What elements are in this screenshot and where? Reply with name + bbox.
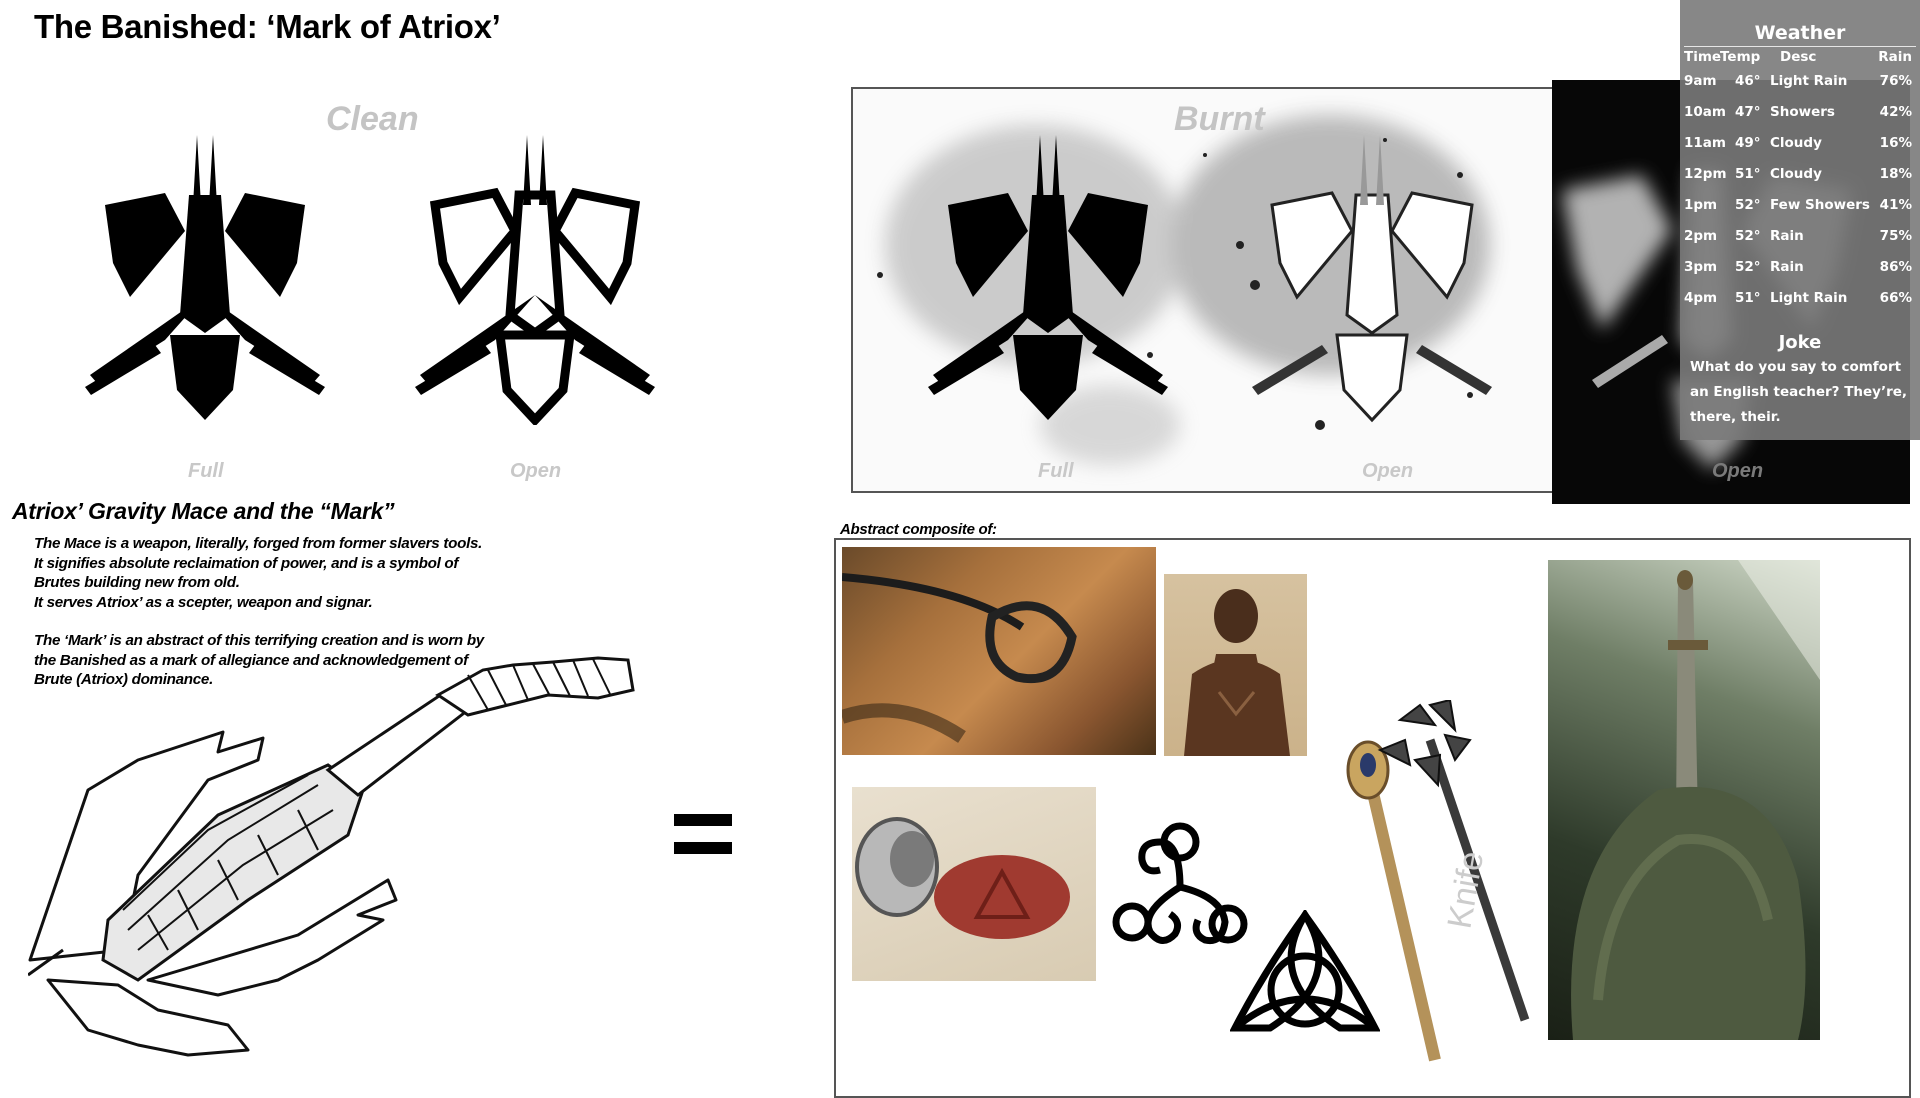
row-time: 2pm <box>1684 228 1718 244</box>
row-temp: 52° <box>1735 197 1761 213</box>
mace-description-line: It signifies absolute reclaimation of po… <box>34 554 459 592</box>
row-time: 3pm <box>1684 259 1718 275</box>
row-time: 9am <box>1684 73 1717 89</box>
row-desc: Rain <box>1770 228 1804 244</box>
burnt-mark-full-icon <box>928 135 1168 420</box>
row-desc: Light Rain <box>1770 73 1848 89</box>
row-desc: Light Rain <box>1770 290 1848 306</box>
weather-header-row: Time Temp Desc Rain <box>1680 49 1920 67</box>
row-time: 4pm <box>1684 290 1718 306</box>
clean-heading: Clean <box>326 100 419 138</box>
weather-row: 12pm 51° Cloudy 18% <box>1680 160 1920 191</box>
header-rain: Rain <box>1878 49 1912 65</box>
row-desc: Rain <box>1770 259 1804 275</box>
burnt-full-caption: Full <box>1038 460 1074 482</box>
row-desc: Cloudy <box>1770 135 1822 151</box>
banished-mark-full-icon <box>85 135 325 420</box>
sword-in-stone-photo <box>1548 560 1820 1040</box>
banished-mark-open-icon <box>405 135 665 425</box>
weather-divider <box>1684 46 1916 47</box>
dark-open-caption: Open <box>1712 460 1764 482</box>
weather-row: 10am 47° Showers 42% <box>1680 98 1920 129</box>
burnt-open-caption: Open <box>1362 460 1414 482</box>
row-rain: 66% <box>1879 290 1912 306</box>
row-temp: 47° <box>1735 104 1761 120</box>
row-rain: 18% <box>1879 166 1912 182</box>
mark-description: The ‘Mark’ is an abstract of this terrif… <box>34 632 484 688</box>
row-rain: 41% <box>1879 197 1912 213</box>
weather-row: 9am 46° Light Rain 76% <box>1680 67 1920 98</box>
row-time: 11am <box>1684 135 1726 151</box>
triskelion-icon <box>1112 822 1248 945</box>
weather-title: Weather <box>1754 22 1846 44</box>
header-temp: Temp <box>1720 49 1761 65</box>
joke-text: What do you say to comfort an English te… <box>1690 359 1908 425</box>
burnt-mark-open-icon <box>1252 135 1492 423</box>
row-temp: 49° <box>1735 135 1761 151</box>
row-rain: 75% <box>1879 228 1912 244</box>
row-rain: 76% <box>1879 73 1912 89</box>
row-time: 1pm <box>1684 197 1718 213</box>
burnt-heading: Burnt <box>1174 100 1265 138</box>
row-temp: 51° <box>1735 290 1761 306</box>
row-rain: 16% <box>1879 135 1912 151</box>
row-temp: 51° <box>1735 166 1761 182</box>
joke-title: Joke <box>1778 332 1822 353</box>
triquetra-icon <box>1230 910 1380 1032</box>
equals-icon <box>674 814 732 854</box>
page-title: The Banished: ‘Mark of Atriox’ <box>34 8 501 45</box>
row-time: 12pm <box>1684 166 1727 182</box>
row-desc: Few Showers <box>1770 197 1870 213</box>
weather-row: 3pm 52° Rain 86% <box>1680 253 1920 284</box>
mace-description: The Mace is a weapon, literally, forged … <box>34 534 484 690</box>
composite-label: Abstract composite of: <box>840 521 997 538</box>
row-rain: 42% <box>1879 104 1912 120</box>
wax-seal-photo <box>852 787 1096 981</box>
weather-widget: Weather Time Temp Desc Rain 9am 46° Ligh… <box>1680 0 1920 440</box>
row-rain: 86% <box>1879 259 1912 275</box>
weather-row: 1pm 52° Few Showers 41% <box>1680 191 1920 222</box>
row-desc: Showers <box>1770 104 1835 120</box>
composite-watermark: Knife <box>1440 848 1491 931</box>
row-temp: 52° <box>1735 228 1761 244</box>
weather-row: 2pm 52° Rain 75% <box>1680 222 1920 253</box>
clean-full-caption: Full <box>188 460 224 482</box>
weather-row: 11am 49° Cloudy 16% <box>1680 129 1920 160</box>
mace-description-line: It serves Atriox’ as a scepter, weapon a… <box>34 593 373 611</box>
row-temp: 52° <box>1735 259 1761 275</box>
branded-man-photo <box>1164 574 1307 756</box>
scepter-and-mace-photo: Knife <box>1346 700 1530 1062</box>
weather-row: 4pm 51° Light Rain 66% <box>1680 284 1920 315</box>
row-temp: 46° <box>1735 73 1761 89</box>
header-time: Time <box>1684 49 1722 65</box>
mace-description-line: The Mace is a weapon, literally, forged … <box>34 535 483 552</box>
clean-open-caption: Open <box>510 460 562 482</box>
gravity-mace-illustration <box>28 656 635 1057</box>
row-desc: Cloudy <box>1770 166 1822 182</box>
row-time: 10am <box>1684 104 1726 120</box>
branding-iron-photo <box>842 547 1156 755</box>
mace-section-title: Atriox’ Gravity Mace and the “Mark” <box>12 498 395 524</box>
header-desc: Desc <box>1780 49 1817 65</box>
